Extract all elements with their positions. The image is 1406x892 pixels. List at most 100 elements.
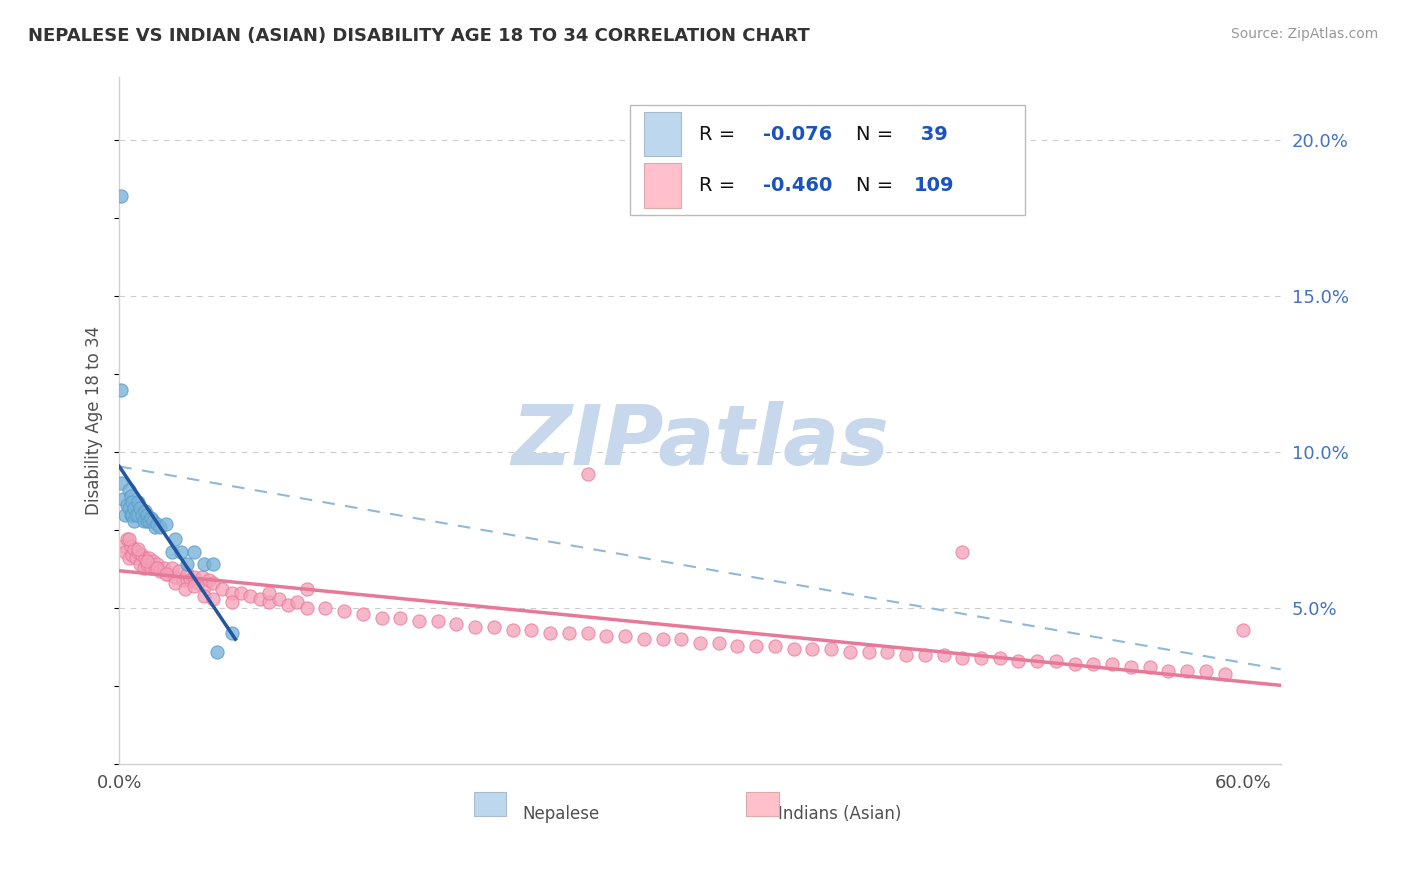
Point	[138, 551, 160, 566]
Point	[127, 508, 149, 522]
Point	[914, 648, 936, 662]
Point	[131, 548, 153, 562]
Point	[114, 508, 136, 522]
Point	[183, 545, 205, 559]
Point	[128, 558, 150, 572]
Point	[120, 508, 142, 522]
Point	[138, 514, 160, 528]
Point	[117, 533, 139, 547]
Point	[155, 516, 177, 531]
Point	[595, 629, 617, 643]
Text: 109: 109	[914, 176, 955, 195]
Point	[122, 541, 145, 556]
Point	[145, 516, 167, 531]
Point	[170, 545, 193, 559]
Point	[838, 645, 860, 659]
Point	[145, 558, 167, 572]
Point	[125, 508, 148, 522]
Point	[156, 566, 179, 581]
Point	[122, 514, 145, 528]
Point	[110, 189, 132, 203]
Point	[801, 641, 824, 656]
Point	[160, 545, 183, 559]
Point	[136, 508, 159, 522]
Point	[194, 579, 217, 593]
Point	[333, 604, 356, 618]
Point	[136, 558, 159, 572]
Point	[894, 648, 917, 662]
Point	[314, 601, 336, 615]
Point	[671, 632, 693, 647]
Point	[132, 514, 155, 528]
Point	[173, 582, 195, 597]
Point	[482, 620, 505, 634]
FancyBboxPatch shape	[747, 792, 779, 816]
Text: N =: N =	[856, 176, 898, 195]
Point	[193, 558, 215, 572]
Point	[187, 576, 209, 591]
Point	[142, 514, 165, 528]
Point	[426, 614, 449, 628]
Point	[149, 564, 172, 578]
Point	[502, 623, 524, 637]
Point	[201, 591, 224, 606]
Point	[464, 620, 486, 634]
Point	[153, 560, 176, 574]
Point	[190, 570, 212, 584]
Point	[1119, 660, 1142, 674]
Point	[127, 541, 149, 556]
Text: ZIPatlas: ZIPatlas	[510, 401, 889, 482]
Point	[408, 614, 430, 628]
Point	[876, 645, 898, 659]
Point	[970, 651, 993, 665]
Point	[127, 545, 149, 559]
Point	[165, 570, 187, 584]
Point	[249, 591, 271, 606]
Point	[125, 551, 148, 566]
Point	[136, 514, 159, 528]
Point	[651, 632, 673, 647]
Point	[1232, 623, 1254, 637]
Point	[1045, 654, 1067, 668]
Point	[110, 383, 132, 397]
Point	[111, 539, 134, 553]
Point	[134, 551, 156, 566]
Point	[193, 589, 215, 603]
Point	[176, 558, 198, 572]
Point	[117, 551, 139, 566]
Point	[295, 601, 318, 615]
Point	[1083, 657, 1105, 672]
Point	[131, 508, 153, 522]
Point	[1063, 657, 1085, 672]
Point	[145, 560, 167, 574]
Point	[160, 560, 183, 574]
Point	[143, 520, 166, 534]
Point	[1026, 654, 1049, 668]
Y-axis label: Disability Age 18 to 34: Disability Age 18 to 34	[86, 326, 103, 516]
Point	[1157, 664, 1180, 678]
Point	[257, 585, 280, 599]
Text: -0.460: -0.460	[762, 176, 832, 195]
Point	[239, 589, 262, 603]
Point	[121, 495, 143, 509]
Point	[221, 585, 243, 599]
Point	[370, 610, 392, 624]
Point	[576, 626, 599, 640]
Point	[950, 545, 973, 559]
Point	[707, 635, 730, 649]
Point	[950, 651, 973, 665]
Point	[120, 489, 142, 503]
Point	[221, 626, 243, 640]
Text: -0.076: -0.076	[762, 125, 832, 144]
FancyBboxPatch shape	[630, 105, 1025, 215]
Point	[277, 598, 299, 612]
Point	[165, 533, 187, 547]
Text: NEPALESE VS INDIAN (ASIAN) DISABILITY AGE 18 TO 34 CORRELATION CHART: NEPALESE VS INDIAN (ASIAN) DISABILITY AG…	[28, 27, 810, 45]
Point	[1195, 664, 1218, 678]
Point	[127, 495, 149, 509]
Point	[820, 641, 842, 656]
Point	[132, 560, 155, 574]
Point	[117, 501, 139, 516]
FancyBboxPatch shape	[644, 112, 682, 156]
Point	[172, 573, 194, 587]
